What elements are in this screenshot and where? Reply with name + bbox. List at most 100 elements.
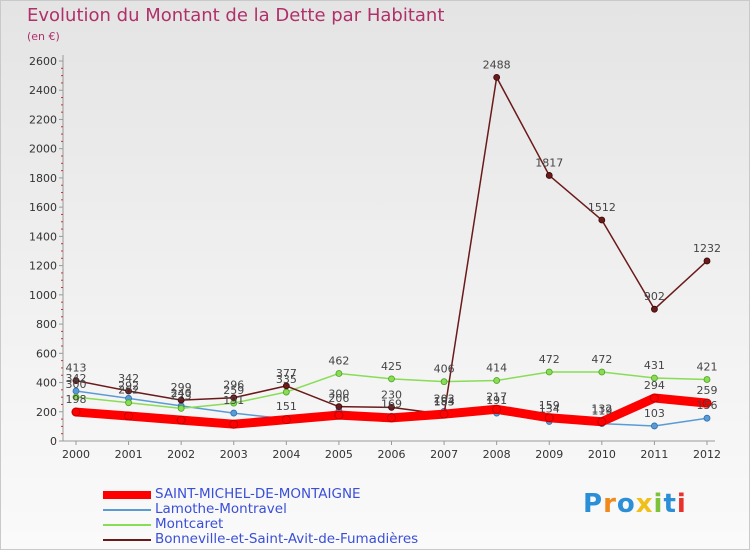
x-tick-label: 2001 bbox=[115, 448, 143, 461]
data-point bbox=[282, 382, 290, 390]
data-label: 431 bbox=[644, 359, 665, 372]
data-point bbox=[281, 415, 291, 425]
y-tick-label: 1400 bbox=[29, 230, 57, 243]
x-tick-label: 2003 bbox=[220, 448, 248, 461]
data-point bbox=[125, 387, 132, 395]
data-label: 292 bbox=[118, 379, 139, 392]
data-point bbox=[545, 368, 553, 376]
data-point bbox=[703, 257, 711, 265]
data-label: 1512 bbox=[588, 201, 616, 214]
data-point bbox=[71, 407, 81, 417]
data-label: 169 bbox=[381, 397, 402, 410]
data-point bbox=[598, 216, 606, 224]
x-tick-label: 2008 bbox=[483, 448, 511, 461]
data-label: 296 bbox=[223, 379, 244, 392]
data-label: 1232 bbox=[693, 242, 721, 255]
data-point bbox=[703, 376, 711, 383]
data-label: 119 bbox=[591, 405, 612, 418]
x-tick-label: 2004 bbox=[272, 448, 300, 461]
y-tick-label: 600 bbox=[36, 347, 57, 360]
legend-swatch bbox=[103, 539, 151, 541]
data-point bbox=[492, 404, 502, 414]
logo-letter: t bbox=[663, 489, 677, 519]
data-label: 425 bbox=[381, 360, 402, 373]
proxiti-logo: Proxiti bbox=[583, 489, 687, 519]
data-label: 2488 bbox=[483, 58, 511, 71]
logo-letter: x bbox=[635, 489, 654, 519]
legend-swatch bbox=[103, 491, 151, 499]
data-label: 183 bbox=[434, 395, 455, 408]
series-1 bbox=[71, 393, 712, 429]
data-label: 300 bbox=[328, 388, 349, 401]
x-tick-label: 2010 bbox=[588, 448, 616, 461]
data-point bbox=[335, 403, 343, 411]
y-tick-label: 1000 bbox=[29, 289, 57, 302]
legend-label: Montcaret bbox=[155, 516, 224, 532]
data-label: 472 bbox=[591, 353, 612, 366]
data-label: 217 bbox=[486, 390, 507, 403]
data-label: 134 bbox=[539, 402, 560, 415]
x-tick-label: 2009 bbox=[535, 448, 563, 461]
data-point bbox=[651, 422, 658, 430]
data-label: 299 bbox=[171, 381, 192, 394]
data-label: 377 bbox=[276, 367, 297, 380]
data-label: 342 bbox=[66, 372, 87, 385]
y-tick-label: 200 bbox=[36, 406, 57, 419]
data-point bbox=[335, 370, 343, 377]
data-point bbox=[125, 399, 132, 407]
x-tick-label: 2002 bbox=[167, 448, 195, 461]
x-tick-label: 2012 bbox=[693, 448, 721, 461]
data-point bbox=[229, 419, 239, 429]
data-point bbox=[702, 398, 712, 408]
data-label: 259 bbox=[697, 384, 718, 397]
data-point bbox=[545, 172, 553, 179]
data-point bbox=[124, 411, 133, 421]
data-point bbox=[334, 410, 344, 420]
data-point bbox=[388, 403, 395, 411]
data-label: 223 bbox=[171, 389, 192, 402]
x-tick-label: 2005 bbox=[325, 448, 353, 461]
x-tick-label: 2007 bbox=[430, 448, 458, 461]
data-label: 159 bbox=[539, 399, 560, 412]
x-tick-label: 2006 bbox=[378, 448, 406, 461]
data-label: 240 bbox=[171, 387, 192, 400]
data-label: 472 bbox=[539, 353, 560, 366]
x-tick-label: 2000 bbox=[62, 448, 90, 461]
y-tick-label: 1200 bbox=[29, 260, 57, 273]
data-point bbox=[176, 415, 186, 425]
data-point bbox=[597, 417, 607, 427]
x-tick-label: 2011 bbox=[640, 448, 668, 461]
data-label: 294 bbox=[644, 379, 665, 392]
data-label: 335 bbox=[276, 373, 297, 386]
logo-letter: i bbox=[676, 489, 687, 519]
data-label: 421 bbox=[697, 360, 718, 373]
data-point bbox=[72, 377, 80, 385]
data-point bbox=[493, 377, 501, 384]
data-label: 413 bbox=[66, 362, 87, 375]
data-point bbox=[230, 394, 238, 402]
data-label: 414 bbox=[486, 361, 507, 374]
series-4 bbox=[72, 73, 711, 418]
data-label: 262 bbox=[118, 384, 139, 397]
data-point bbox=[282, 388, 290, 396]
y-tick-label: 0 bbox=[50, 435, 57, 448]
data-label: 132 bbox=[591, 403, 612, 416]
data-label: 103 bbox=[644, 407, 665, 420]
data-point bbox=[177, 396, 185, 404]
chart-subtitle: (en €) bbox=[27, 30, 60, 43]
data-point bbox=[703, 414, 711, 422]
logo-letter: i bbox=[653, 489, 664, 519]
data-point bbox=[440, 378, 448, 386]
legend-swatch bbox=[103, 524, 151, 526]
data-point bbox=[650, 393, 659, 403]
y-tick-label: 2200 bbox=[29, 113, 57, 126]
legend-label: Lamothe-Montravel bbox=[155, 501, 287, 517]
data-point bbox=[651, 305, 658, 313]
data-label: 462 bbox=[328, 354, 349, 367]
data-label: 191 bbox=[486, 394, 507, 407]
data-point bbox=[72, 393, 80, 401]
data-point bbox=[598, 368, 606, 376]
data-point bbox=[651, 374, 658, 382]
